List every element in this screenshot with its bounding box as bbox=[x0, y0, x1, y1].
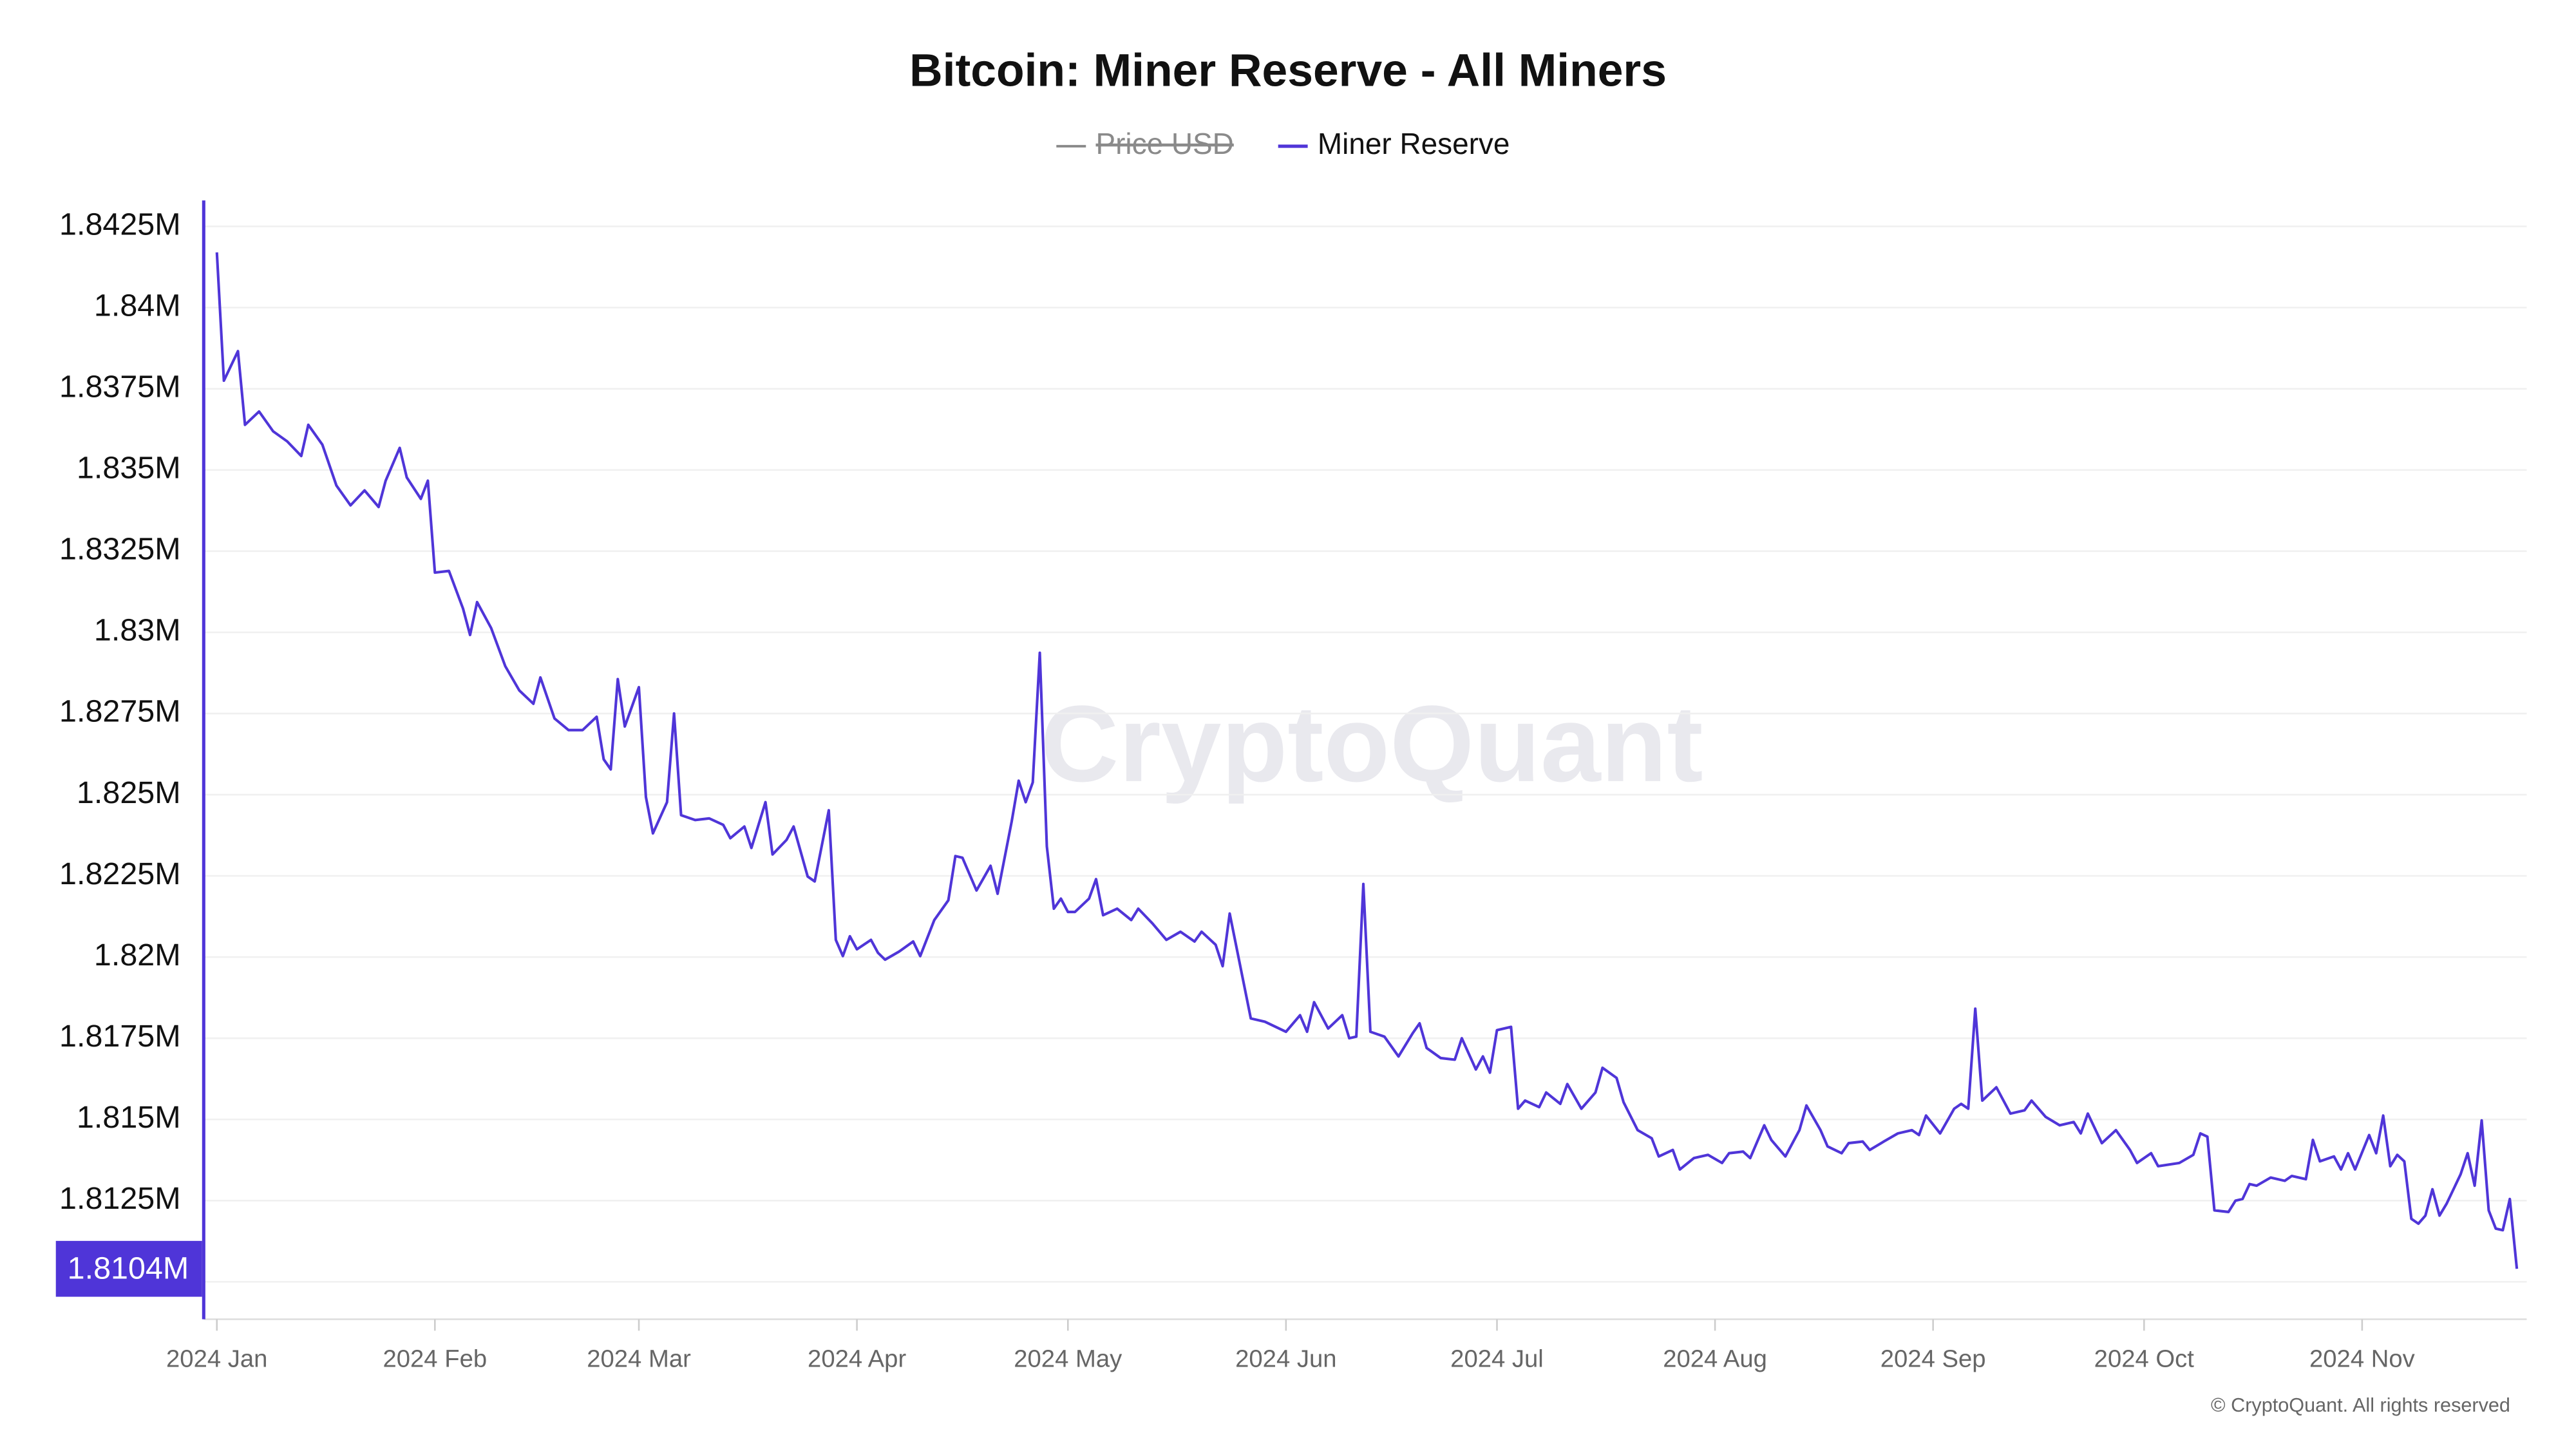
y-tick-label: 1.8225M bbox=[59, 857, 181, 891]
x-tick-label: 2024 Aug bbox=[1663, 1345, 1767, 1372]
y-tick-label: 1.8175M bbox=[59, 1019, 181, 1054]
legend-label: Miner Reserve bbox=[1318, 127, 1510, 160]
y-tick-label: 1.825M bbox=[77, 775, 181, 810]
x-tick-label: 2024 Nov bbox=[2309, 1345, 2415, 1372]
x-tick-label: 2024 Jan bbox=[166, 1345, 267, 1372]
x-tick-label: 2024 Sep bbox=[1880, 1345, 1986, 1372]
y-tick-label: 1.84M bbox=[94, 288, 181, 323]
line-series bbox=[215, 252, 2519, 1269]
y-tick-label: 1.8375M bbox=[59, 369, 181, 404]
y-tick-label: 1.835M bbox=[77, 451, 181, 486]
x-tick-label: 2024 Mar bbox=[587, 1345, 691, 1372]
y-tick-label: 1.83M bbox=[94, 613, 181, 648]
current-value-label: 1.8104M bbox=[68, 1251, 189, 1286]
y-tick-label: 1.815M bbox=[77, 1100, 181, 1135]
x-tick-label: 2024 Jul bbox=[1450, 1345, 1544, 1372]
chart-title: Bitcoin: Miner Reserve - All Miners bbox=[909, 45, 1667, 97]
y-tick-label: 1.82M bbox=[94, 938, 181, 972]
watermark: CryptoQuant bbox=[1041, 683, 1703, 804]
x-tick-label: 2024 Oct bbox=[2094, 1345, 2195, 1372]
copyright: © CryptoQuant. All rights reserved bbox=[2211, 1394, 2510, 1416]
x-tick-label: 2024 May bbox=[1014, 1345, 1122, 1372]
legend-label: Price USD bbox=[1096, 127, 1234, 160]
x-tick-label: 2024 Jun bbox=[1235, 1345, 1336, 1372]
y-tick-label: 1.8325M bbox=[59, 532, 181, 567]
current-value-box bbox=[55, 1240, 202, 1297]
y-tick-label: 1.8425M bbox=[59, 207, 181, 242]
x-tick-label: 2024 Feb bbox=[383, 1345, 487, 1372]
x-tick-label: 2024 Apr bbox=[808, 1345, 906, 1372]
y-tick-label: 1.8125M bbox=[59, 1181, 181, 1216]
y-tick-label: 1.8275M bbox=[59, 694, 181, 729]
